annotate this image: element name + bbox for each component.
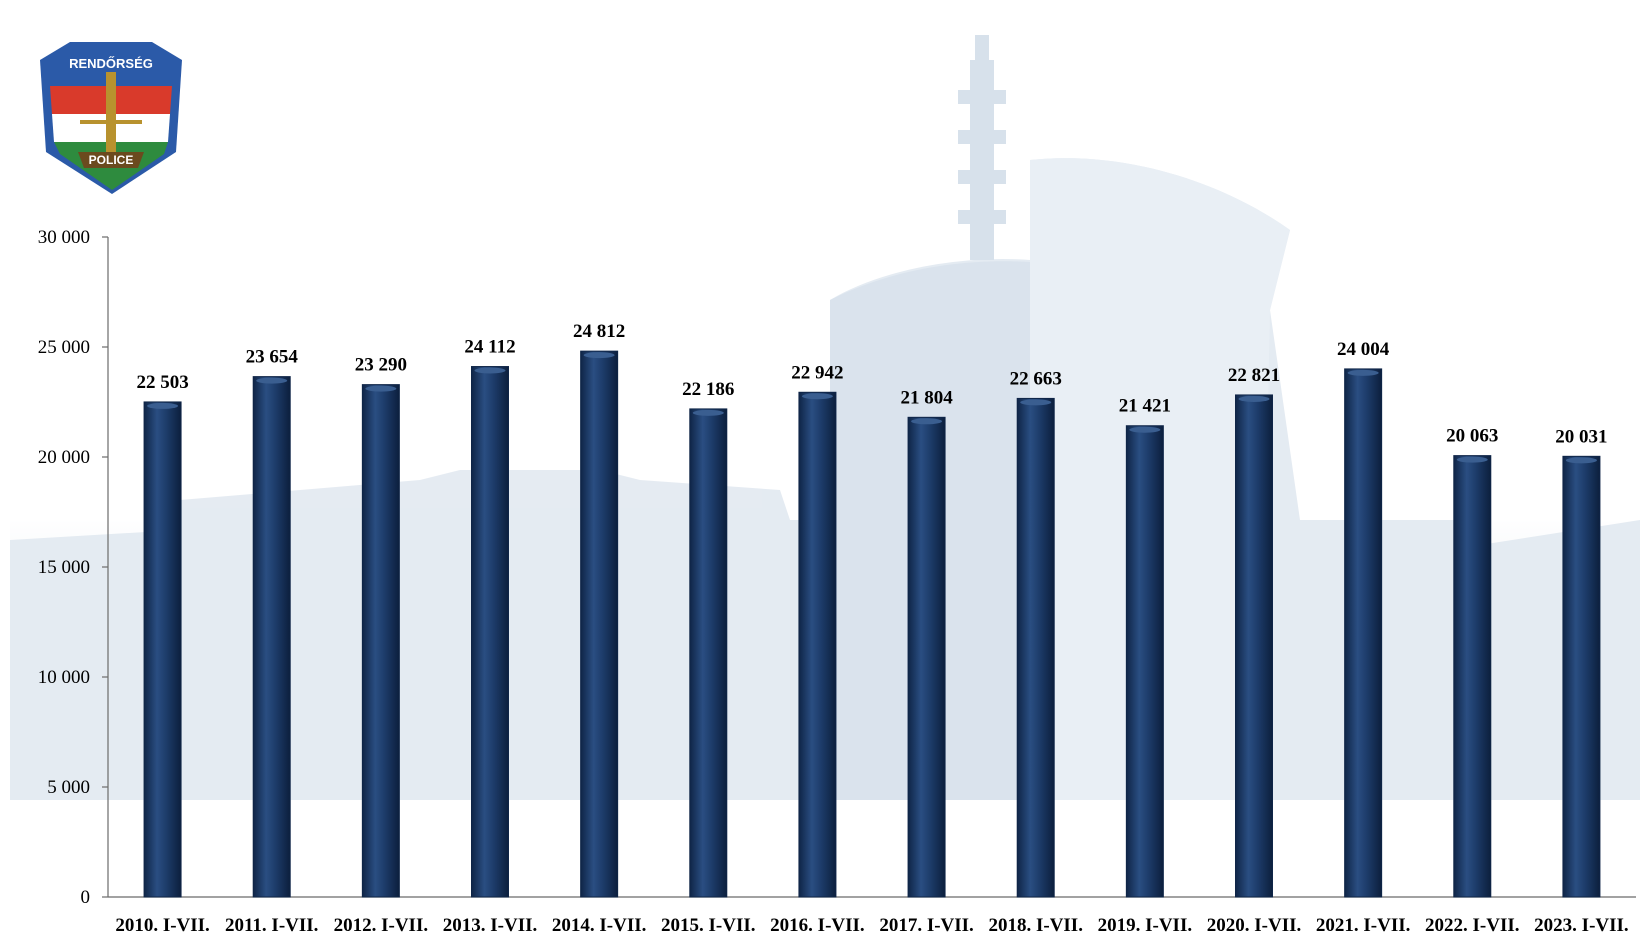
- bar: [580, 350, 619, 898]
- bar-cap: [1129, 426, 1161, 433]
- y-axis-ticks: 0 5 000 10 000 15 000 20 000 25 000 30 000: [38, 227, 108, 908]
- bar: [798, 391, 837, 898]
- bar: [907, 416, 946, 898]
- bar-cap: [801, 393, 833, 400]
- data-label: 21 804: [900, 387, 953, 408]
- x-tick-label: 2019. I-VII.: [1098, 915, 1192, 936]
- data-label: 22 942: [791, 362, 843, 383]
- bar: [1453, 455, 1492, 898]
- bar-cap: [692, 409, 724, 416]
- y-tick-label: 15 000: [38, 557, 90, 578]
- data-label: 22 663: [1010, 368, 1062, 389]
- bar: [1562, 455, 1601, 898]
- data-label: 20 031: [1555, 426, 1607, 447]
- data-label: 24 112: [464, 337, 515, 358]
- bar-cap: [1020, 399, 1052, 406]
- bar: [1125, 425, 1164, 898]
- y-tick-label: 30 000: [38, 227, 90, 248]
- data-label: 24 004: [1337, 339, 1390, 360]
- bar-cap: [1565, 457, 1597, 464]
- y-tick-label: 5 000: [47, 777, 90, 798]
- data-label: 22 186: [682, 379, 734, 400]
- police-crest-icon: RENDŐRSÉG POLICE: [40, 42, 182, 194]
- x-tick-label: 2017. I-VII.: [879, 915, 973, 936]
- data-labels: 22 503 23 654 23 290 24 112 24 812 22 186 22 9…: [136, 321, 1607, 447]
- bar-cap: [147, 402, 179, 409]
- y-tick-label: 25 000: [38, 337, 90, 358]
- bar-cap: [365, 385, 397, 392]
- data-label: 21 421: [1119, 396, 1171, 417]
- x-tick-label: 2022. I-VII.: [1425, 915, 1519, 936]
- bar-cap: [583, 352, 615, 359]
- data-label: 20 063: [1446, 426, 1498, 447]
- x-tick-label: 2016. I-VII.: [770, 915, 864, 936]
- data-label: 22 503: [136, 372, 188, 393]
- bar-cap: [474, 367, 506, 374]
- x-tick-label: 2010. I-VII.: [115, 915, 209, 936]
- x-tick-label: 2021. I-VII.: [1316, 915, 1410, 936]
- bar: [1344, 368, 1383, 898]
- y-tick-label: 10 000: [38, 667, 90, 688]
- data-label: 24 812: [573, 321, 625, 342]
- x-tick-label: 2011. I-VII.: [225, 915, 318, 936]
- data-label: 23 290: [355, 355, 407, 376]
- bar-cap: [256, 377, 288, 384]
- logo-top-text: RENDŐRSÉG: [69, 56, 153, 71]
- x-tick-label: 2015. I-VII.: [661, 915, 755, 936]
- bar: [1235, 394, 1273, 898]
- bar-cap: [1347, 369, 1379, 376]
- data-label: 22 821: [1228, 365, 1280, 386]
- bar: [471, 366, 509, 898]
- data-label: 23 654: [246, 347, 299, 368]
- axes: 0 5 000 10 000 15 000 20 000 25 000 30 000: [38, 227, 1636, 908]
- x-tick-label: 2023. I-VII.: [1534, 915, 1628, 936]
- x-axis-labels: 2010. I-VII. 2011. I-VII. 2012. I-VII. 2013…: [115, 915, 1628, 936]
- x-tick-label: 2014. I-VII.: [552, 915, 646, 936]
- x-tick-label: 2012. I-VII.: [334, 915, 428, 936]
- bar: [361, 384, 400, 898]
- x-tick-label: 2018. I-VII.: [988, 915, 1082, 936]
- y-tick-label: 20 000: [38, 447, 90, 468]
- bar-cap: [911, 418, 943, 425]
- logo-bottom-text: POLICE: [89, 153, 134, 167]
- bar-cap: [1238, 395, 1270, 402]
- y-tick-label: 0: [81, 887, 91, 908]
- x-tick-label: 2013. I-VII.: [443, 915, 537, 936]
- bar: [1016, 397, 1055, 898]
- bar-cap: [1456, 456, 1488, 463]
- bar: [252, 376, 291, 898]
- x-tick-label: 2020. I-VII.: [1207, 915, 1301, 936]
- bar: [143, 401, 182, 898]
- bars: [143, 350, 1601, 898]
- bar: [689, 408, 728, 898]
